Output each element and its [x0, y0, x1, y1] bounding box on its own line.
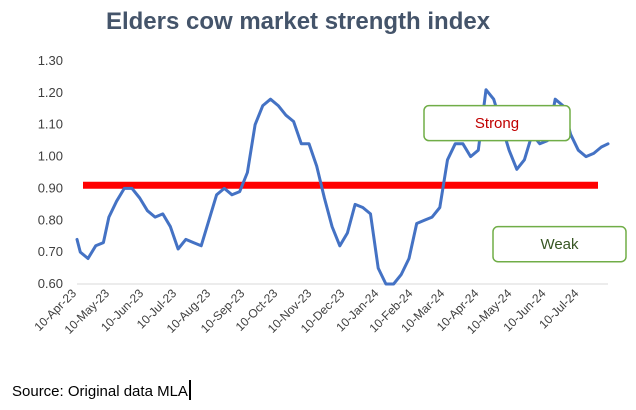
y-axis: 1.30 1.20 1.10 1.00 0.90 0.80 0.70 0.60	[38, 53, 63, 291]
y-tick-label: 1.00	[38, 149, 63, 164]
y-tick-label: 0.70	[38, 244, 63, 259]
x-axis: 10-Apr-2310-May-2310-Jun-2310-Jul-2310-A…	[31, 286, 581, 337]
y-tick-label: 1.30	[38, 53, 63, 68]
series-line	[75, 88, 610, 286]
source-text: Source: Original data MLA	[12, 383, 188, 400]
y-tick-label: 0.80	[38, 212, 63, 227]
chart-title: Elders cow market strength index	[106, 8, 491, 35]
annotation-label: Weak	[540, 236, 579, 253]
y-tick-label: 0.90	[38, 180, 63, 195]
text-cursor	[188, 380, 191, 400]
annotation-label: Strong	[475, 115, 519, 132]
annotations: Strong Weak	[423, 104, 627, 263]
annotation-box	[423, 104, 571, 142]
annotation-box	[492, 225, 627, 263]
y-tick-label: 1.10	[38, 117, 63, 132]
source-caption: Source: Original data MLA	[12, 380, 191, 400]
y-tick-label: 0.60	[38, 276, 63, 291]
y-tick-label: 1.20	[38, 85, 63, 100]
